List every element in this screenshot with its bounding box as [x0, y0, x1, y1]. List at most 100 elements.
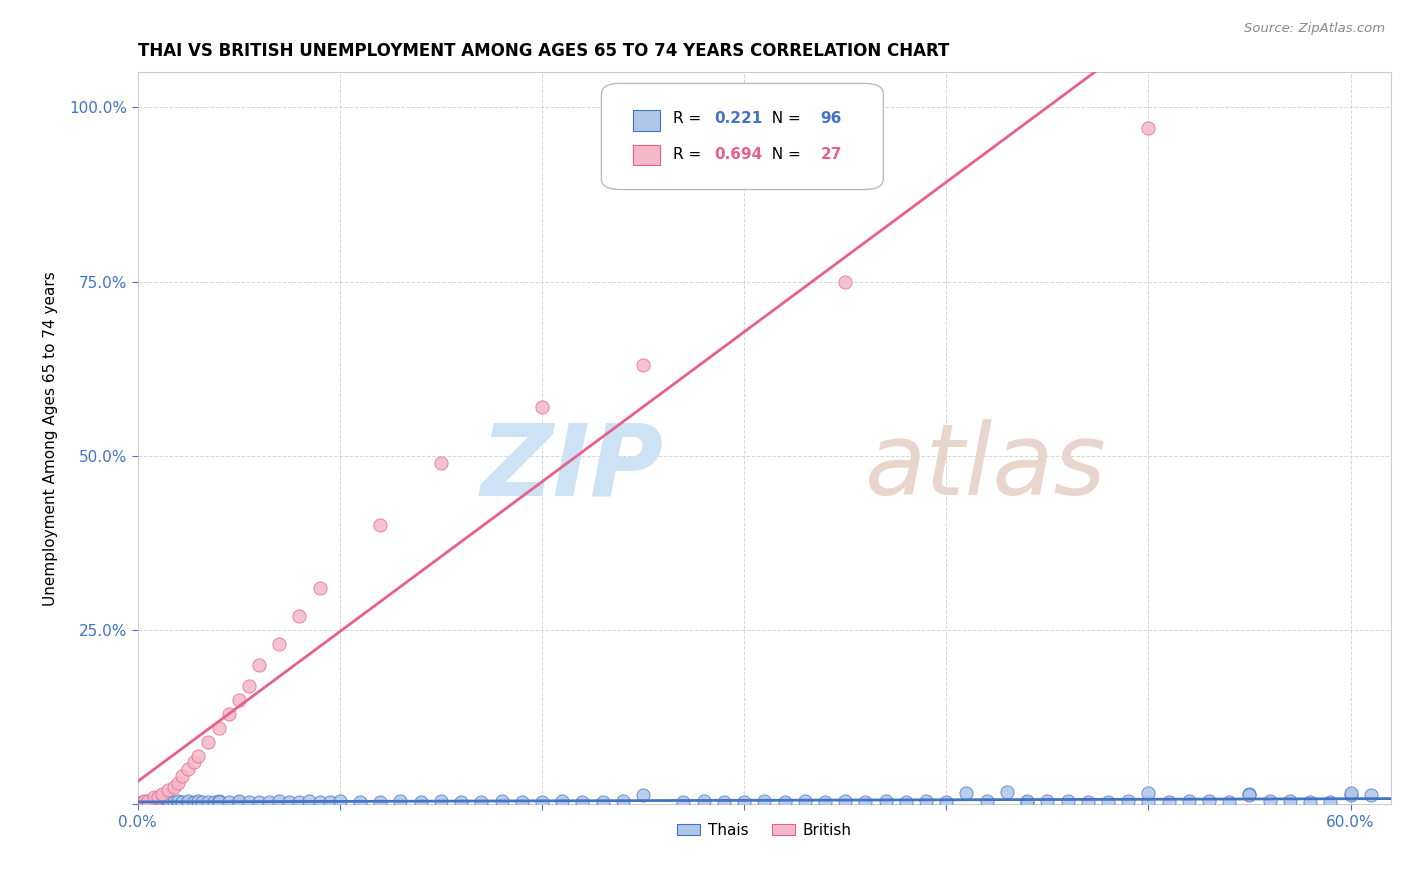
Point [163, 780, 186, 794]
Point [247, 795, 270, 809]
Point [692, 794, 714, 808]
Point [1097, 795, 1119, 809]
Point [218, 795, 240, 809]
Text: ZIP: ZIP [481, 419, 664, 516]
Point [814, 795, 837, 809]
Point [156, 795, 179, 809]
Point [145, 795, 167, 809]
Point [278, 795, 301, 809]
Point [1017, 795, 1039, 809]
Point [163, 795, 186, 809]
Point [834, 275, 856, 289]
Point [915, 794, 938, 808]
Point [1278, 794, 1301, 808]
Point [329, 794, 352, 808]
Point [1056, 794, 1078, 808]
Point [167, 776, 190, 790]
Point [713, 795, 735, 809]
Text: R =: R = [673, 111, 706, 126]
Point [976, 794, 998, 808]
Point [257, 795, 280, 809]
Point [1258, 794, 1281, 808]
Point [349, 795, 371, 809]
Point [631, 789, 654, 803]
Point [1360, 788, 1382, 802]
Point [156, 794, 179, 808]
Point [592, 795, 614, 809]
Point [1036, 794, 1059, 808]
Point [1116, 794, 1139, 808]
Point [177, 763, 200, 777]
Point [551, 794, 574, 808]
Point [530, 795, 553, 809]
Point [612, 794, 634, 808]
Point [450, 795, 472, 809]
Legend: Thais, British: Thais, British [672, 817, 858, 844]
Point [1137, 121, 1160, 136]
Point [136, 794, 159, 808]
Point [1299, 795, 1322, 809]
Point [389, 794, 412, 808]
Point [955, 786, 977, 800]
Point [172, 769, 194, 783]
Point [238, 679, 260, 693]
Point [995, 785, 1018, 799]
Point [177, 795, 200, 809]
Point [197, 795, 219, 809]
Point [141, 795, 163, 809]
Point [269, 794, 291, 808]
Point [571, 795, 593, 809]
Text: 0.694: 0.694 [714, 147, 762, 162]
FancyBboxPatch shape [633, 145, 661, 165]
Point [308, 581, 330, 595]
Point [139, 795, 162, 809]
Point [172, 795, 194, 809]
Point [470, 795, 492, 809]
Point [308, 795, 330, 809]
Point [207, 795, 229, 809]
Text: THAI VS BRITISH UNEMPLOYMENT AMONG AGES 65 TO 74 YEARS CORRELATION CHART: THAI VS BRITISH UNEMPLOYMENT AMONG AGES … [138, 42, 949, 60]
FancyBboxPatch shape [602, 84, 883, 189]
Point [631, 358, 654, 372]
Point [150, 795, 173, 809]
Text: N =: N = [762, 147, 806, 162]
Point [754, 794, 776, 808]
Point [793, 794, 815, 808]
Text: R =: R = [673, 147, 706, 162]
Point [207, 794, 229, 808]
Point [187, 795, 209, 809]
Point [228, 794, 250, 808]
Point [1340, 789, 1362, 803]
Point [183, 756, 205, 770]
Point [530, 400, 553, 414]
Point [935, 795, 957, 809]
Point [409, 795, 432, 809]
Point [135, 795, 157, 809]
Point [672, 795, 695, 809]
Point [136, 794, 159, 808]
Point [1157, 795, 1180, 809]
Point [228, 795, 250, 809]
Point [894, 795, 917, 809]
Point [298, 794, 321, 808]
Point [187, 794, 209, 808]
Point [269, 637, 291, 651]
Point [1239, 787, 1261, 801]
Point [146, 794, 169, 808]
Point [183, 795, 205, 809]
Point [153, 795, 176, 809]
Y-axis label: Unemployment Among Ages 65 to 74 years: Unemployment Among Ages 65 to 74 years [44, 271, 58, 606]
Point [197, 734, 219, 748]
Point [156, 783, 179, 797]
Point [159, 795, 181, 809]
Text: 27: 27 [821, 147, 842, 162]
Point [1319, 795, 1341, 809]
Point [131, 795, 153, 809]
Point [834, 794, 856, 808]
Text: 0.221: 0.221 [714, 111, 762, 126]
Text: atlas: atlas [865, 419, 1107, 516]
Text: 96: 96 [821, 111, 842, 126]
Point [207, 721, 229, 735]
Point [177, 794, 200, 808]
Point [228, 692, 250, 706]
